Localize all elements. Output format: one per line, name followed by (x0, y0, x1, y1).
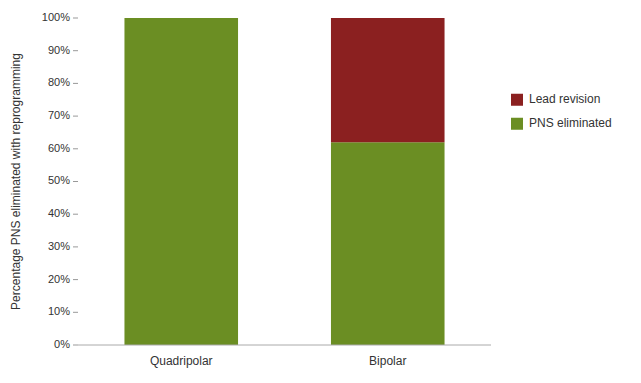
chart: 0% 10% 20% 30% 40% 50% 60% 70% 80% 90% 100% Percent… (0, 0, 641, 383)
y-tick-label: 90% (48, 44, 70, 56)
legend-label: PNS eliminated (529, 116, 612, 130)
x-tick-label: Quadripolar (150, 354, 213, 368)
x-tick-label: Bipolar (369, 354, 406, 368)
y-tick-label: 80% (48, 76, 70, 88)
y-tick (73, 116, 78, 117)
y-axis-label: Percentage PNS eliminated with reprogram… (9, 53, 23, 310)
bar-segment (124, 18, 238, 19)
y-tick-label: 0% (54, 338, 70, 350)
y-tick-label: 50% (48, 174, 70, 186)
y-axis: 0% 10% 20% 30% 40% 50% 60% 70% 80% 90% 100% (42, 11, 78, 350)
x-axis: Quadripolar Bipolar (78, 345, 491, 368)
y-tick (73, 50, 78, 51)
legend-swatch (511, 118, 523, 130)
y-tick (73, 214, 78, 215)
y-tick-label: 70% (48, 109, 70, 121)
y-tick (73, 83, 78, 84)
legend-label: Lead revision (529, 92, 600, 106)
bar-segment (124, 18, 238, 345)
y-tick-label: 30% (48, 240, 70, 252)
y-tick (73, 312, 78, 313)
y-tick-label: 60% (48, 142, 70, 154)
bar-segment (331, 18, 445, 142)
y-tick (73, 18, 78, 19)
y-tick-label: 10% (48, 305, 70, 317)
y-tick (73, 148, 78, 149)
y-tick-label: 40% (48, 207, 70, 219)
y-tick (73, 279, 78, 280)
y-tick-label: 20% (48, 273, 70, 285)
y-tick (73, 345, 78, 346)
y-tick (73, 181, 78, 182)
bars (124, 18, 444, 345)
legend-swatch (511, 94, 523, 106)
bar-segment (331, 142, 445, 345)
y-tick-label: 100% (42, 11, 70, 23)
legend: Lead revision PNS eliminated (511, 92, 612, 130)
y-tick (73, 246, 78, 247)
x-axis-line (78, 345, 491, 346)
